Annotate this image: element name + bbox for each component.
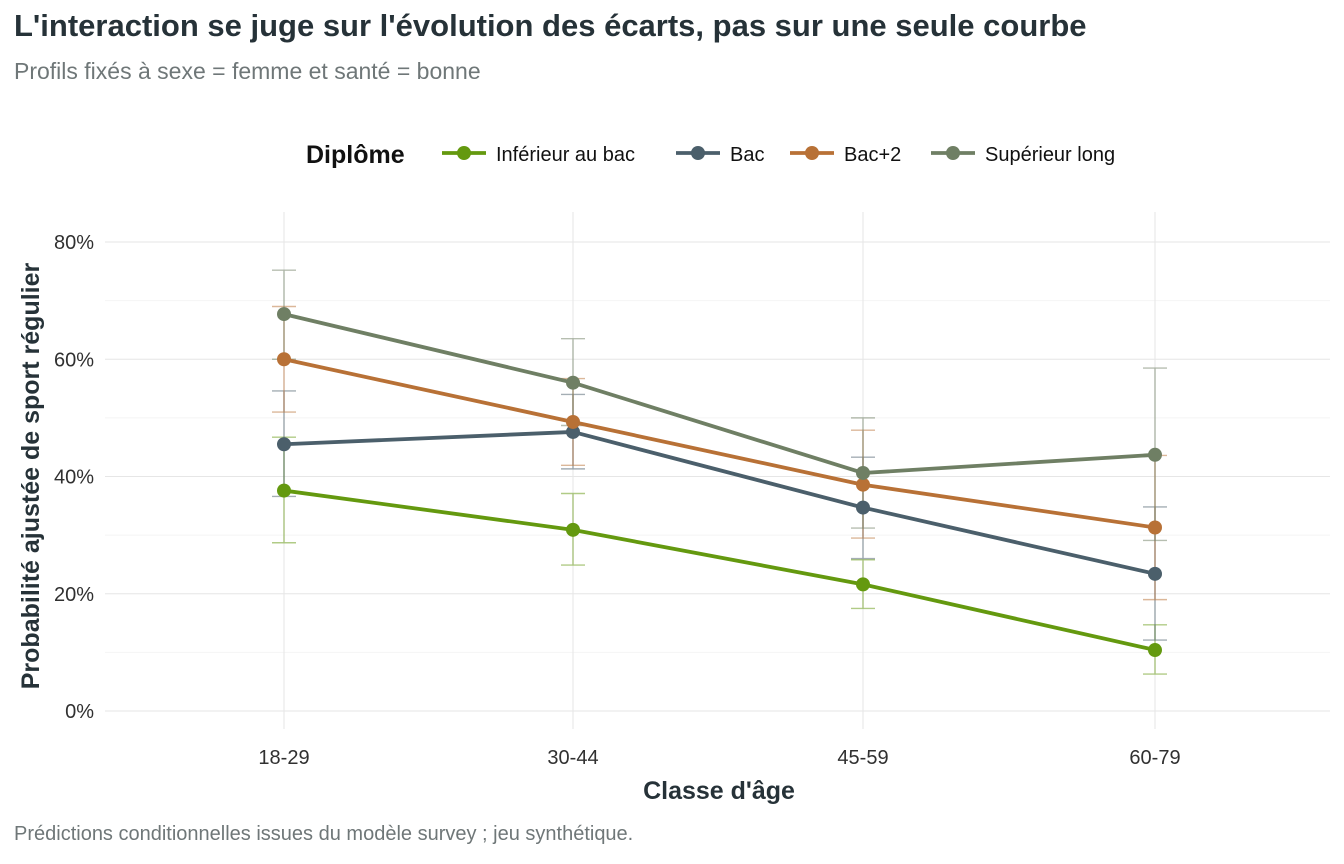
series-line bbox=[283, 312, 1156, 475]
series-line bbox=[283, 430, 1156, 576]
legend: Diplôme Inférieur au bac Bac Bac+2 Supérieu… bbox=[306, 141, 1115, 169]
legend-key-point bbox=[457, 146, 471, 160]
data-point bbox=[277, 352, 291, 367]
series-line bbox=[283, 488, 1156, 652]
y-tick-label: 20% bbox=[54, 584, 94, 606]
series-line bbox=[283, 357, 1156, 530]
series-lines bbox=[283, 312, 1156, 652]
data-point bbox=[566, 414, 580, 429]
legend-label: Inférieur au bac bbox=[496, 144, 635, 166]
data-point bbox=[856, 500, 870, 515]
legend-key-point bbox=[805, 146, 819, 160]
data-point bbox=[277, 307, 291, 322]
data-point bbox=[1148, 643, 1162, 658]
y-tick-label: 80% bbox=[54, 232, 94, 254]
y-tick-label: 60% bbox=[54, 349, 94, 371]
legend-key-point bbox=[691, 146, 705, 160]
data-point bbox=[1148, 447, 1162, 462]
x-tick-label: 18-29 bbox=[258, 747, 309, 769]
data-point bbox=[856, 477, 870, 492]
chart-title: L'interaction se juge sur l'évolution de… bbox=[14, 8, 1087, 43]
data-point bbox=[277, 483, 291, 498]
data-point bbox=[856, 577, 870, 592]
legend-label: Supérieur long bbox=[985, 144, 1115, 166]
y-tick-label: 40% bbox=[54, 467, 94, 489]
y-axis: 0% 20% 40% 60% 80% bbox=[54, 232, 94, 723]
data-point bbox=[566, 375, 580, 390]
y-axis-title: Probabilité ajustée de sport régulier bbox=[17, 262, 45, 689]
data-point bbox=[1148, 520, 1162, 535]
x-axis-title: Classe d'âge bbox=[643, 777, 795, 805]
data-point bbox=[566, 522, 580, 537]
chart-caption: Prédictions conditionnelles issues du mo… bbox=[14, 823, 634, 845]
legend-key-point bbox=[946, 146, 960, 160]
x-tick-label: 30-44 bbox=[547, 747, 598, 769]
legend-title: Diplôme bbox=[306, 141, 405, 169]
legend-label: Bac+2 bbox=[844, 144, 901, 166]
data-point bbox=[856, 465, 870, 480]
data-point bbox=[566, 424, 580, 439]
x-tick-label: 45-59 bbox=[837, 747, 888, 769]
x-axis: 18-29 30-44 45-59 60-79 bbox=[258, 747, 1180, 769]
x-tick-label: 60-79 bbox=[1129, 747, 1180, 769]
chart-subtitle: Profils fixés à sexe = femme et santé = … bbox=[14, 58, 481, 84]
y-tick-label: 0% bbox=[65, 701, 94, 723]
data-point bbox=[277, 437, 291, 452]
legend-label: Bac bbox=[730, 144, 764, 166]
series-points bbox=[277, 307, 1162, 658]
data-point bbox=[1148, 566, 1162, 581]
